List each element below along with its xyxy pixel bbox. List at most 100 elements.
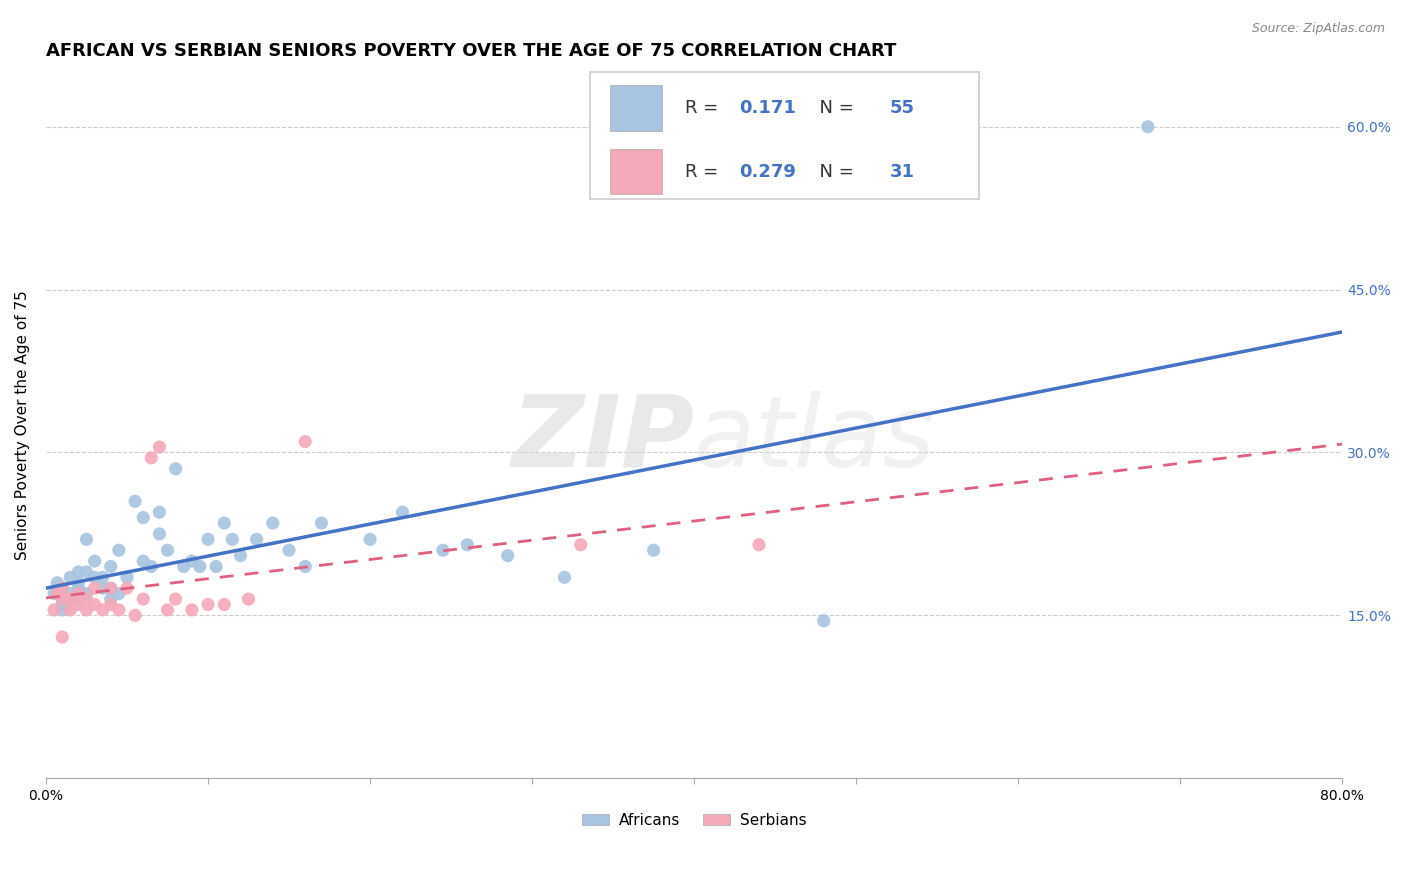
Point [278,543,301,558]
Point [813,614,835,628]
Point [391,505,413,519]
Point [115,570,138,584]
Point [229,549,252,563]
Y-axis label: Seniors Poverty Over the Age of 75: Seniors Poverty Over the Age of 75 [15,291,30,560]
Point [59,592,82,607]
Point [197,598,219,612]
Point [148,440,170,454]
Point [238,592,260,607]
Point [76,592,98,607]
Point [67,592,90,607]
Point [59,587,82,601]
Point [311,516,333,530]
Point [100,592,122,607]
Point [51,598,73,612]
FancyBboxPatch shape [610,85,662,131]
Point [108,587,131,601]
Point [173,559,195,574]
Text: N =: N = [808,162,859,180]
Point [46,587,69,601]
Point [205,559,228,574]
Text: 0.279: 0.279 [740,162,796,180]
Point [83,554,105,568]
Point [141,450,163,465]
Point [42,587,65,601]
Point [569,538,592,552]
Point [115,581,138,595]
Point [294,559,316,574]
Point [188,559,211,574]
Point [553,570,575,584]
Point [76,587,98,601]
FancyBboxPatch shape [610,149,662,194]
Point [67,581,90,595]
Text: AFRICAN VS SERBIAN SENIORS POVERTY OVER THE AGE OF 75 CORRELATION CHART: AFRICAN VS SERBIAN SENIORS POVERTY OVER … [46,42,897,60]
Point [132,592,155,607]
Text: R =: R = [685,99,724,117]
Point [748,538,770,552]
Point [59,570,82,584]
Point [197,533,219,547]
Text: R =: R = [685,162,724,180]
Point [51,581,73,595]
Point [51,581,73,595]
Point [51,630,73,644]
Point [359,533,381,547]
Point [165,462,187,476]
Point [432,543,454,558]
Point [67,565,90,579]
Text: Source: ZipAtlas.com: Source: ZipAtlas.com [1251,22,1385,36]
Point [212,598,235,612]
Text: 55: 55 [890,99,915,117]
Text: N =: N = [808,99,859,117]
Text: atlas: atlas [695,391,936,488]
Point [91,570,114,584]
Point [91,581,114,595]
Legend: Africans, Serbians: Africans, Serbians [576,807,813,834]
Point [83,581,105,595]
Point [124,608,146,623]
Point [141,559,163,574]
Point [294,434,316,449]
Point [42,603,65,617]
Point [59,603,82,617]
Point [91,603,114,617]
Point [51,592,73,607]
Point [100,559,122,574]
Point [76,565,98,579]
Point [67,598,90,612]
Text: 0.171: 0.171 [740,99,796,117]
Point [246,533,269,547]
Point [456,538,478,552]
Point [148,505,170,519]
Point [180,603,202,617]
Point [156,603,179,617]
Point [83,570,105,584]
Point [76,603,98,617]
Point [643,543,665,558]
Point [156,543,179,558]
Point [1136,120,1159,134]
Point [83,598,105,612]
Point [221,533,243,547]
Point [108,543,131,558]
Text: 31: 31 [890,162,915,180]
Point [51,603,73,617]
Point [67,575,90,590]
Point [148,527,170,541]
Point [132,510,155,524]
Point [124,494,146,508]
Point [100,598,122,612]
FancyBboxPatch shape [591,72,980,200]
Point [496,549,519,563]
Point [165,592,187,607]
Point [108,603,131,617]
Point [46,575,69,590]
Point [100,581,122,595]
Point [67,587,90,601]
Point [132,554,155,568]
Point [100,581,122,595]
Point [180,554,202,568]
Point [76,533,98,547]
Point [212,516,235,530]
